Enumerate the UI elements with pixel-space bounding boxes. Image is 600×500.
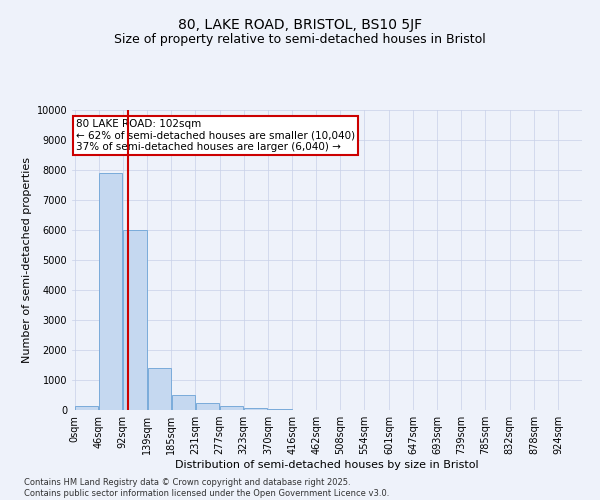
Bar — [99, 173, 122, 410]
Text: Contains HM Land Registry data © Crown copyright and database right 2025.
Contai: Contains HM Land Registry data © Crown c… — [24, 478, 389, 498]
Bar — [172, 395, 195, 410]
Bar — [75, 406, 98, 410]
Bar — [244, 408, 268, 410]
Bar — [148, 368, 171, 410]
Text: 80 LAKE ROAD: 102sqm
← 62% of semi-detached houses are smaller (10,040)
37% of s: 80 LAKE ROAD: 102sqm ← 62% of semi-detac… — [76, 119, 355, 152]
X-axis label: Distribution of semi-detached houses by size in Bristol: Distribution of semi-detached houses by … — [175, 460, 479, 470]
Text: 80, LAKE ROAD, BRISTOL, BS10 5JF: 80, LAKE ROAD, BRISTOL, BS10 5JF — [178, 18, 422, 32]
Bar — [196, 404, 219, 410]
Bar — [220, 406, 244, 410]
Text: Size of property relative to semi-detached houses in Bristol: Size of property relative to semi-detach… — [114, 32, 486, 46]
Bar — [123, 230, 146, 410]
Y-axis label: Number of semi-detached properties: Number of semi-detached properties — [22, 157, 32, 363]
